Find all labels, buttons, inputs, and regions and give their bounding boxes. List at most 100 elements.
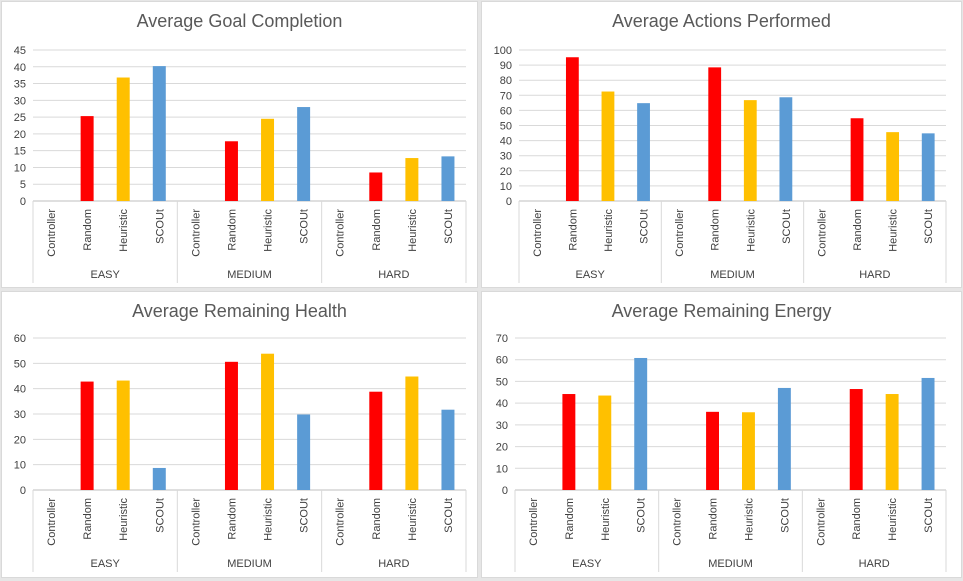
group-label: HARD [859,558,890,570]
category-label: SCOUt [779,498,791,533]
category-label: Heuristic [603,209,615,252]
y-tick-label: 40 [496,398,508,410]
group-label: EASY [572,558,602,570]
y-tick-label: 30 [14,409,26,421]
category-label: Controller [190,498,202,546]
bar-scout-hard [921,133,935,201]
y-tick-label: 15 [14,146,26,158]
category-label: Random [710,209,722,251]
y-tick-label: 70 [500,90,512,102]
category-label: Heuristic [743,498,755,541]
y-tick-label: 0 [506,196,512,208]
chart-svg: 0 10 20 30 40 50 60 Controller Random Heuristic SC… [14,333,467,572]
bar-random-hard [369,172,383,201]
bar-heuristic-medium [261,353,275,490]
y-tick-label: 60 [496,355,508,367]
bar-random-hard [369,391,383,490]
y-tick-label: 20 [14,434,26,446]
category-label: Controller [816,209,828,257]
chart-title: Average Remaining Health [132,301,347,321]
bar-random-easy [562,394,576,490]
category-label: SCOUt [154,209,166,244]
category-label: Heuristic [263,498,275,541]
group-label: HARD [378,558,409,570]
category-label: Random [371,209,383,251]
bar-scout-easy [152,467,166,490]
category-label: SCOUt [923,209,935,244]
category-label: SCOUt [443,209,455,244]
group-label: EASY [90,269,120,281]
category-label: Heuristic [745,209,757,252]
chart-svg: 0 5 10 15 20 25 30 35 40 45 Controller Random Heuris… [14,45,467,283]
chart-panel-actions-performed: Average Actions Performed 0 10 20 30 40 50 60 7… [481,1,962,288]
bar-heuristic-hard [405,158,419,201]
bar-scout-medium [779,97,793,201]
category-label: Controller [532,209,544,257]
category-label: Heuristic [118,498,130,541]
category-label: SCOUt [923,498,935,533]
chart-panel-remaining-health: Average Remaining Health 0 10 20 30 40 50 60 Co… [1,291,478,578]
bar-heuristic-easy [116,380,130,490]
category-label: Controller [335,498,347,546]
category-label: Random [226,209,238,251]
y-tick-label: 10 [14,460,26,472]
y-tick-label: 40 [14,384,26,396]
chart-title: Average Remaining Energy [611,301,832,321]
category-label: Controller [335,209,347,257]
group-label: HARD [859,269,890,281]
category-label: Controller [674,209,686,257]
bar-random-easy [80,381,94,490]
y-tick-label: 50 [496,376,508,388]
bar-random-medium [708,67,722,202]
y-tick-label: 45 [14,45,26,57]
category-label: Heuristic [888,209,900,252]
bar-heuristic-easy [598,395,612,490]
group-label: HARD [378,269,409,281]
group-label: MEDIUM [227,269,272,281]
y-tick-label: 0 [20,196,26,208]
bar-scout-easy [637,103,650,201]
y-tick-label: 10 [496,463,508,475]
category-label: Heuristic [263,209,275,252]
category-label: Heuristic [600,498,612,541]
category-label: Random [564,498,576,540]
category-label: Random [82,209,94,251]
y-tick-label: 35 [14,79,26,91]
category-label: Controller [190,209,202,257]
category-label: SCOUt [636,498,648,533]
category-label: SCOUt [299,498,311,533]
category-label: Heuristic [407,498,419,541]
y-tick-label: 50 [14,358,26,370]
category-label: Random [567,209,579,251]
bar-heuristic-hard [886,132,900,201]
y-tick-label: 20 [500,166,512,178]
bar-random-medium [224,361,238,490]
y-tick-label: 60 [500,105,512,117]
bar-scout-medium [777,387,791,490]
bar-scout-hard [441,156,455,201]
bar-random-hard [849,389,863,490]
y-tick-label: 0 [502,485,508,497]
y-tick-label: 10 [500,181,512,193]
bar-heuristic-easy [601,91,615,201]
category-label: Random [371,498,383,540]
bar-scout-medium [297,414,311,490]
category-label: Random [851,498,863,540]
category-label: Heuristic [407,209,419,252]
bar-random-medium [706,411,720,490]
category-label: SCOUt [154,498,166,533]
chart-panel-goal-completion: Average Goal Completion 0 5 10 15 20 25 30 35 40… [1,1,478,288]
group-label: EASY [575,269,605,281]
chart-title: Average Actions Performed [612,11,831,31]
y-tick-label: 80 [500,75,512,87]
y-tick-label: 50 [500,121,512,133]
y-tick-label: 30 [496,420,508,432]
category-label: SCOUt [299,209,311,244]
category-label: Controller [46,209,58,257]
y-tick-label: 5 [20,179,26,191]
y-tick-label: 20 [14,129,26,141]
bar-heuristic-medium [261,118,275,201]
bar-random-easy [80,116,94,201]
category-label: SCOUt [781,209,793,244]
chart-svg: 0 10 20 30 40 50 60 70 80 90 100 Controller Random He… [494,45,947,283]
